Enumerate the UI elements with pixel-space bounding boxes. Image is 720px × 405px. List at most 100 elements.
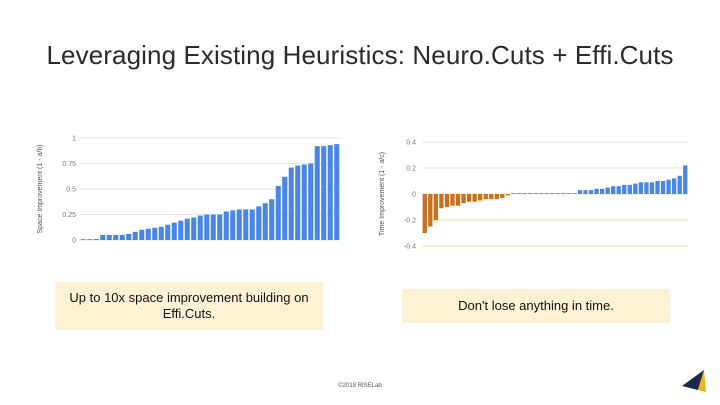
- y-axis-label: Space Improvement (1 - a/b): [37, 144, 44, 233]
- bar: [87, 239, 93, 240]
- bar: [321, 146, 327, 240]
- bar: [611, 186, 616, 194]
- bar: [633, 183, 638, 194]
- bar: [439, 194, 444, 209]
- bar: [577, 190, 583, 194]
- bar: [638, 182, 644, 194]
- bar: [588, 190, 594, 194]
- bar: [243, 209, 249, 240]
- bar: [236, 209, 242, 240]
- bar: [113, 234, 119, 240]
- y-tick-label: -0.2: [404, 218, 416, 225]
- y-tick-label: 0.2: [406, 166, 416, 173]
- bar: [171, 222, 177, 240]
- bar: [282, 176, 288, 240]
- bar: [450, 194, 455, 206]
- bar: [119, 234, 125, 240]
- bar: [334, 144, 340, 240]
- bar: [461, 194, 466, 204]
- bar: [666, 179, 671, 194]
- y-tick-label: -0.4: [404, 244, 416, 251]
- bar: [327, 145, 333, 240]
- riselab-logo-icon: [682, 370, 706, 392]
- bar: [660, 181, 666, 194]
- bar: [555, 193, 560, 194]
- bar: [178, 220, 184, 240]
- bar: [126, 233, 132, 240]
- bar: [466, 194, 472, 202]
- bar: [210, 214, 216, 240]
- bar: [262, 203, 268, 240]
- bar: [158, 226, 164, 240]
- bar: [165, 224, 171, 240]
- bar: [566, 193, 572, 194]
- y-tick-label: 0.4: [406, 140, 416, 147]
- bar: [249, 209, 255, 240]
- bar: [444, 194, 450, 207]
- bar: [433, 194, 439, 220]
- bar: [649, 182, 655, 194]
- bar: [605, 187, 610, 194]
- bar: [505, 194, 511, 196]
- bar: [288, 167, 294, 240]
- bar: [269, 199, 275, 240]
- bar: [594, 188, 599, 194]
- bar: [256, 206, 262, 240]
- bar: [295, 165, 301, 240]
- bar: [616, 186, 621, 194]
- bar: [599, 188, 605, 194]
- y-tick-label: 1: [72, 136, 76, 143]
- bar: [100, 234, 106, 240]
- bar: [572, 193, 577, 194]
- y-tick-label: 0: [412, 192, 416, 199]
- bar: [489, 194, 494, 200]
- caption-time-improvement: Don't lose anything in time.: [402, 289, 670, 323]
- bar: [191, 217, 197, 240]
- bar: [544, 193, 549, 194]
- slide-title: Leveraging Existing Heuristics: Neuro.Cu…: [46, 40, 674, 70]
- bar: [308, 163, 314, 240]
- bar: [132, 231, 138, 240]
- bar: [516, 193, 522, 194]
- bar: [478, 194, 483, 201]
- y-tick-label: 0: [72, 238, 76, 245]
- bar: [93, 238, 99, 240]
- bar: [197, 215, 203, 240]
- bar: [527, 193, 533, 194]
- bar: [217, 214, 223, 240]
- bar: [139, 229, 145, 240]
- bar: [494, 194, 499, 200]
- bar: [583, 190, 588, 194]
- bar: [80, 239, 86, 240]
- bar: [522, 193, 527, 194]
- bar: [644, 182, 649, 194]
- bar: [671, 178, 677, 194]
- bar: [655, 181, 660, 194]
- bar: [314, 146, 320, 240]
- bar: [422, 194, 427, 233]
- bar: [472, 194, 477, 202]
- y-tick-label: 0.25: [62, 212, 76, 219]
- bar: [500, 194, 505, 198]
- bar: [627, 184, 632, 194]
- bar: [301, 164, 307, 240]
- y-tick-label: 0.5: [66, 187, 76, 194]
- bar: [428, 194, 433, 227]
- caption-space-improvement: Up to 10x space improvement building on …: [55, 282, 323, 330]
- space-improvement-chart: Space Improvement (1 - a/b) 0 0.25 0.5 0.75 1: [37, 136, 340, 245]
- bar: [683, 165, 688, 194]
- bar: [538, 193, 544, 194]
- bar: [677, 175, 682, 194]
- bar: [152, 227, 158, 240]
- bar: [455, 194, 461, 206]
- bar: [145, 228, 151, 240]
- time-improvement-chart: Time Improvement (1 - a/c) 0.4 0.2 0 -0.2 -0.…: [379, 140, 688, 251]
- y-tick-label: 0.75: [62, 161, 76, 168]
- bar: [483, 194, 488, 200]
- bar: [184, 218, 190, 240]
- bar: [511, 193, 516, 194]
- bar: [230, 210, 236, 240]
- bar: [204, 214, 210, 240]
- bar: [223, 211, 229, 240]
- y-axis-label: Time Improvement (1 - a/c): [379, 152, 386, 236]
